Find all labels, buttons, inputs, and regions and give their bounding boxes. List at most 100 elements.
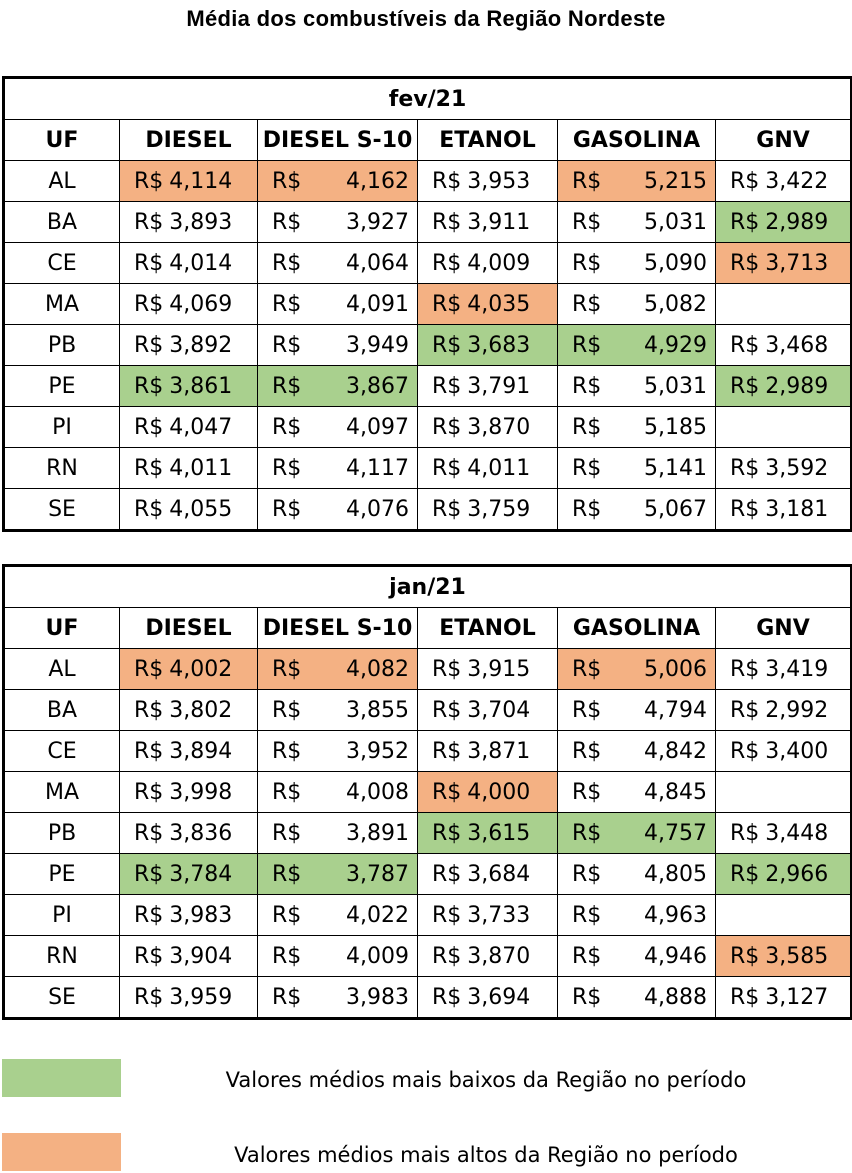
currency-symbol: R$ xyxy=(272,168,302,194)
currency-symbol: R$ xyxy=(432,250,462,276)
diesel_s10-cell: R$ 4,076 xyxy=(257,488,418,532)
gasolina-cell: R$ 5,031 xyxy=(557,201,716,243)
price-value: 3,127 xyxy=(765,984,829,1010)
price-value: 4,091 xyxy=(346,291,409,317)
column-header: UF xyxy=(3,119,120,161)
diesel_s10-cell: R$ 3,949 xyxy=(257,324,418,366)
uf-cell: SE xyxy=(3,976,120,1020)
currency-symbol: R$ xyxy=(134,455,164,481)
etanol-cell: R$ 3,683 xyxy=(417,324,558,366)
diesel_s10-cell: R$ 4,009 xyxy=(257,935,418,977)
etanol-cell: R$ 3,694 xyxy=(417,976,558,1020)
currency-symbol: R$ xyxy=(432,455,462,481)
gnv-cell: R$ 3,448 xyxy=(714,812,852,854)
diesel_s10-cell: R$ 3,983 xyxy=(257,976,418,1020)
price-value: 3,871 xyxy=(467,738,531,764)
diesel_s10-cell: R$ 4,091 xyxy=(257,283,418,325)
price-value: 5,067 xyxy=(644,496,707,522)
currency-symbol: R$ xyxy=(272,414,302,440)
gasolina-cell: R$ 4,845 xyxy=(557,771,716,813)
price-value: 3,592 xyxy=(765,455,829,481)
currency-symbol: R$ xyxy=(134,250,164,276)
price-value: 4,114 xyxy=(169,168,233,194)
column-header: ETANOL xyxy=(417,119,558,161)
currency-symbol: R$ xyxy=(572,332,602,358)
diesel-cell: R$ 4,047 xyxy=(119,406,258,448)
price-value: 3,791 xyxy=(467,373,531,399)
gasolina-cell: R$ 5,067 xyxy=(557,488,716,532)
diesel_s10-cell: R$ 3,787 xyxy=(257,853,418,895)
price-value: 3,855 xyxy=(346,697,409,723)
price-value: 3,867 xyxy=(346,373,409,399)
price-value: 5,185 xyxy=(644,414,707,440)
price-value: 3,904 xyxy=(169,943,233,969)
diesel-cell: R$ 4,069 xyxy=(119,283,258,325)
price-value: 4,162 xyxy=(346,168,409,194)
table-row: RN R$ 3,904 R$ 4,009 R$ 3,870 R$ 4,946 R$ 3,585 xyxy=(3,935,852,977)
table-row: SE R$ 4,055 R$ 4,076 R$ 3,759 R$ 5,067 R$ 3,181 xyxy=(3,488,852,532)
currency-symbol: R$ xyxy=(730,373,760,399)
uf-cell: AL xyxy=(3,160,120,202)
currency-symbol: R$ xyxy=(730,168,760,194)
price-value: 4,929 xyxy=(644,332,707,358)
currency-symbol: R$ xyxy=(134,168,164,194)
currency-symbol: R$ xyxy=(272,820,302,846)
uf-cell: CE xyxy=(3,730,120,772)
column-header: DIESEL S-10 xyxy=(257,607,418,649)
currency-symbol: R$ xyxy=(272,697,302,723)
price-value: 3,870 xyxy=(467,943,531,969)
uf-cell: SE xyxy=(3,488,120,532)
price-value: 5,090 xyxy=(644,250,707,276)
gnv-cell xyxy=(714,406,852,448)
uf-cell: RN xyxy=(3,935,120,977)
diesel_s10-cell: R$ 4,117 xyxy=(257,447,418,489)
gasolina-cell: R$ 4,946 xyxy=(557,935,716,977)
price-value: 4,009 xyxy=(346,943,409,969)
etanol-cell: R$ 3,733 xyxy=(417,894,558,936)
diesel-cell: R$ 3,861 xyxy=(119,365,258,407)
etanol-cell: R$ 3,704 xyxy=(417,689,558,731)
diesel_s10-cell: R$ 4,022 xyxy=(257,894,418,936)
currency-symbol: R$ xyxy=(572,820,602,846)
price-value: 3,836 xyxy=(169,820,233,846)
currency-symbol: R$ xyxy=(730,943,760,969)
gnv-cell: R$ 3,592 xyxy=(714,447,852,489)
uf-cell: AL xyxy=(3,648,120,690)
currency-symbol: R$ xyxy=(572,373,602,399)
gnv-cell: R$ 3,400 xyxy=(714,730,852,772)
price-value: 5,082 xyxy=(644,291,707,317)
price-value: 3,704 xyxy=(467,697,531,723)
etanol-cell: R$ 3,684 xyxy=(417,853,558,895)
etanol-cell: R$ 3,870 xyxy=(417,406,558,448)
currency-symbol: R$ xyxy=(432,984,462,1010)
gasolina-cell: R$ 4,794 xyxy=(557,689,716,731)
price-value: 4,076 xyxy=(346,496,409,522)
currency-symbol: R$ xyxy=(272,496,302,522)
currency-symbol: R$ xyxy=(572,697,602,723)
price-value: 3,615 xyxy=(467,820,531,846)
gnv-cell: R$ 2,989 xyxy=(714,365,852,407)
table-row: CE R$ 3,894 R$ 3,952 R$ 3,871 R$ 4,842 R$ 3,400 xyxy=(3,730,852,772)
price-value: 5,141 xyxy=(644,455,707,481)
gnv-cell xyxy=(714,771,852,813)
gnv-cell xyxy=(714,283,852,325)
table-row: CE R$ 4,014 R$ 4,064 R$ 4,009 R$ 5,090 R$ 3,713 xyxy=(3,242,852,284)
currency-symbol: R$ xyxy=(730,455,760,481)
price-value: 3,419 xyxy=(765,656,829,682)
diesel-cell: R$ 4,014 xyxy=(119,242,258,284)
table-row: MA R$ 4,069 R$ 4,091 R$ 4,035 R$ 5,082 xyxy=(3,283,852,325)
currency-symbol: R$ xyxy=(134,332,164,358)
currency-symbol: R$ xyxy=(432,373,462,399)
currency-symbol: R$ xyxy=(572,455,602,481)
price-value: 3,892 xyxy=(169,332,233,358)
diesel_s10-cell: R$ 3,952 xyxy=(257,730,418,772)
currency-symbol: R$ xyxy=(572,779,602,805)
currency-symbol: R$ xyxy=(730,820,760,846)
diesel_s10-cell: R$ 4,097 xyxy=(257,406,418,448)
currency-symbol: R$ xyxy=(432,291,462,317)
price-value: 3,468 xyxy=(765,332,829,358)
price-value: 4,002 xyxy=(169,656,233,682)
price-value: 3,959 xyxy=(169,984,233,1010)
currency-symbol: R$ xyxy=(572,861,602,887)
price-value: 3,949 xyxy=(346,332,409,358)
